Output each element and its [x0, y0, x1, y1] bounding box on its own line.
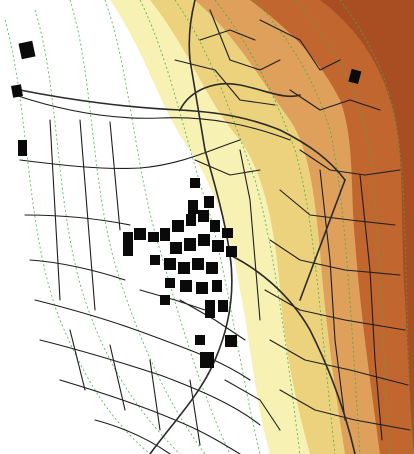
building [206, 262, 218, 274]
parcel-boundary [269, 239, 401, 276]
parcel-boundary [109, 121, 121, 231]
parcel-boundary [279, 189, 396, 226]
parcel-boundary [34, 299, 251, 381]
parcel-boundary [189, 379, 201, 446]
parcel-boundary [49, 119, 61, 301]
parcel-boundary [239, 149, 261, 321]
parcel-boundary [19, 139, 241, 169]
parcel-boundary [199, 29, 256, 41]
terrain-band-peak [320, 0, 414, 454]
building [222, 228, 233, 238]
parcel-boundary [29, 259, 126, 281]
parcel-boundary [109, 344, 126, 411]
road [229, 254, 356, 454]
road-layer [19, 0, 356, 454]
building-layer [11, 40, 362, 368]
parcel-boundary [299, 149, 401, 176]
parcel-boundary [59, 379, 241, 454]
contour-layer [4, 0, 413, 454]
building [184, 238, 196, 251]
contour-line [69, 0, 206, 454]
parcel-boundary [139, 289, 206, 311]
contour-line [104, 0, 231, 454]
parcel-boundary [279, 389, 411, 431]
building [160, 295, 170, 305]
building [225, 335, 237, 347]
building [186, 214, 196, 226]
building [226, 246, 237, 257]
building [195, 335, 205, 345]
parcel-boundary [209, 9, 281, 71]
parcel-boundary [179, 299, 246, 341]
building [188, 200, 198, 214]
road [179, 83, 301, 111]
road [299, 179, 346, 301]
contour-line [139, 0, 261, 454]
building [204, 196, 214, 208]
building [148, 232, 159, 242]
building [165, 278, 175, 288]
parcel-boundary [224, 379, 281, 431]
parcel-boundary [194, 159, 261, 176]
building [218, 300, 228, 312]
building [18, 140, 27, 156]
building [123, 232, 133, 256]
parcel-boundary [259, 19, 341, 71]
building [198, 210, 209, 222]
parcel-boundary [264, 289, 406, 331]
building [172, 220, 184, 232]
parcel-boundary [289, 89, 381, 111]
parcel-boundary [149, 359, 161, 431]
terrain-band-high [250, 0, 414, 454]
road [19, 89, 346, 181]
building [200, 352, 214, 368]
building [134, 228, 146, 240]
parcel-boundary [79, 119, 96, 311]
building [170, 242, 182, 254]
parcel-boundary [319, 169, 346, 421]
parcel-boundary [14, 94, 291, 141]
parcel-layer [14, 9, 411, 454]
building [160, 228, 170, 241]
parcel-boundary [174, 59, 276, 106]
parcel-boundary [94, 419, 171, 454]
road [149, 149, 233, 454]
contour-line [339, 0, 413, 454]
parcel-boundary [359, 174, 383, 441]
building [150, 255, 160, 265]
building [210, 220, 220, 232]
building [348, 68, 362, 85]
building [192, 258, 204, 270]
parcel-boundary [69, 329, 86, 391]
building [212, 280, 222, 292]
building [198, 234, 210, 246]
building [18, 40, 36, 60]
road [188, 0, 206, 151]
building [196, 282, 208, 294]
building [212, 240, 224, 252]
contour-line [254, 0, 361, 454]
parcel-boundary [269, 339, 409, 386]
building [11, 84, 23, 98]
building [190, 178, 200, 188]
building [164, 258, 176, 270]
building [178, 262, 190, 274]
building [205, 300, 215, 318]
building [180, 280, 192, 292]
